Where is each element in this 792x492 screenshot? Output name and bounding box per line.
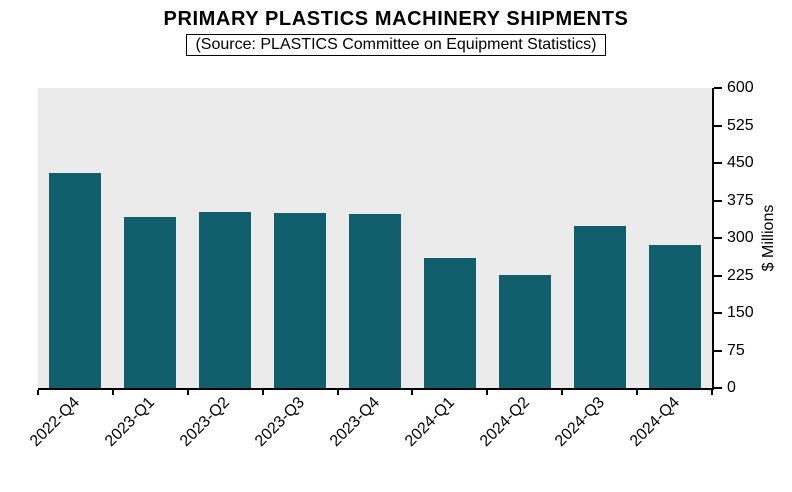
bar-2024-Q1 [424,258,476,388]
y-tick-label: 0 [727,379,736,396]
y-tick-label: 450 [727,154,754,171]
y-tick-mark [714,387,722,389]
x-tick-mark [186,390,189,395]
x-tick-label: 2022-Q4 [27,394,84,451]
x-tick-mark [486,390,489,395]
bar-2024-Q4 [649,245,701,388]
y-tick-mark [714,162,722,164]
y-tick-mark [714,237,722,239]
y-tick-label: 75 [727,341,745,359]
y-tick-mark [714,349,722,352]
x-tick-label: 2024-Q4 [626,394,683,451]
chart-subtitle: (Source: PLASTICS Committee on Equipment… [186,34,606,56]
y-tick-label: 525 [727,116,754,134]
bar-2023-Q2 [199,212,251,388]
bar-2023-Q4 [349,214,401,388]
bar-2024-Q3 [574,226,626,388]
bar-2024-Q2 [499,275,551,388]
y-tick-mark [714,87,722,89]
y-tick-label: 375 [727,191,754,209]
x-tick-label: 2024-Q2 [476,394,533,451]
bar-2023-Q3 [274,213,326,388]
x-tick-label: 2023-Q4 [326,394,384,451]
y-tick-label: 300 [727,229,754,246]
x-tick-mark [561,390,564,395]
y-tick-mark [714,124,722,127]
x-tick-mark [37,390,39,395]
y-tick-label: 600 [727,79,754,96]
x-tick-mark [111,390,114,395]
y-tick-mark [714,274,722,277]
x-tick-label: 2023-Q2 [177,394,234,451]
x-tick-label: 2024-Q3 [551,394,608,451]
x-tick-mark [261,390,264,395]
x-tick-mark [336,390,339,395]
x-tick-mark [636,390,639,395]
y-tick-label: 225 [727,266,754,284]
x-tick-label: 2023-Q1 [102,394,159,451]
x-tick-label: 2024-Q1 [401,394,458,451]
plot-area [38,88,714,390]
y-tick-mark [714,199,722,202]
x-tick-mark [411,390,414,395]
y-axis-title: $ Millions [760,204,777,272]
y-tick-mark [714,312,722,314]
y-tick-label: 150 [727,304,754,321]
chart-subtitle-container: (Source: PLASTICS Committee on Equipment… [0,34,792,56]
bar-2022-Q4 [49,173,101,388]
x-tick-label: 2023-Q3 [252,394,309,451]
bar-2023-Q1 [124,217,176,388]
x-tick-mark [711,390,713,395]
chart-title: PRIMARY PLASTICS MACHINERY SHIPMENTS [163,8,629,30]
